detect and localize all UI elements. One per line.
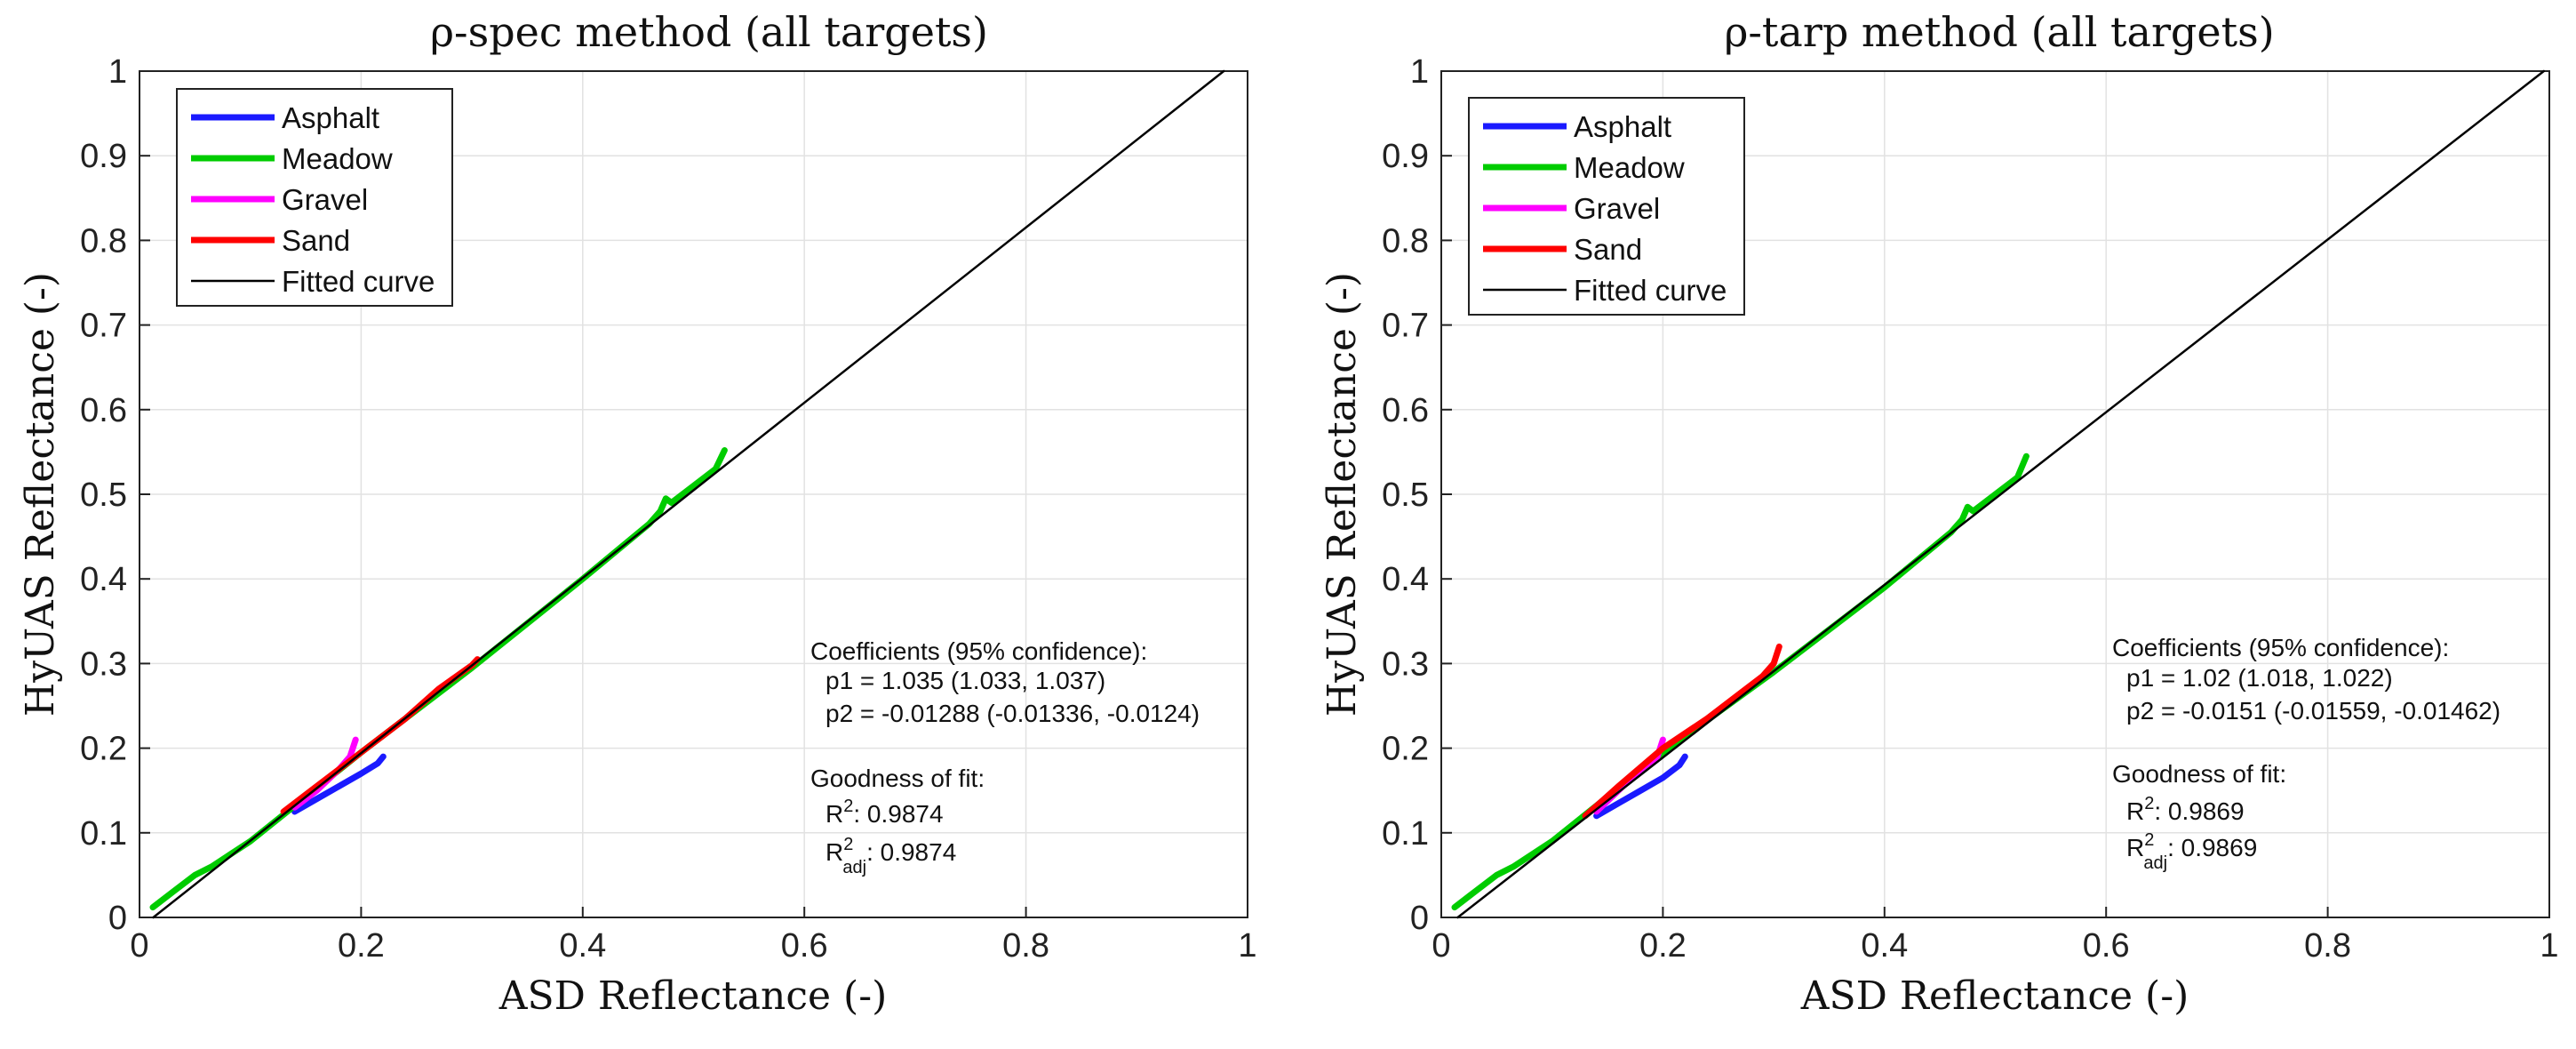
series-group <box>1451 69 2546 919</box>
r2adj-value: : 0.9869 <box>2167 834 2257 861</box>
x-tick-label: 0.2 <box>1639 927 1687 965</box>
r2-sup: 2 <box>843 797 853 816</box>
coefficient-p2: p2 = -0.0151 (-0.01559, -0.01462) <box>2126 697 2500 725</box>
x-tick-label: 0 <box>1432 927 1450 965</box>
x-tick-label: 1 <box>2540 927 2558 965</box>
r2-label: R <box>2126 797 2144 825</box>
y-tick-label: 0.5 <box>80 476 127 514</box>
chart-title: ρ-tarp method (all targets) <box>1724 8 2274 56</box>
r2adj-label: R <box>2126 834 2144 861</box>
x-tick-label: 0.6 <box>781 927 828 965</box>
chart-title: ρ-spec method (all targets) <box>430 8 988 56</box>
r-squared-adjusted: R2 adj: 0.9874 <box>825 835 956 877</box>
x-tick-label: 0.2 <box>338 927 385 965</box>
y-tick-labels: 0 0.1 0.2 0.3 0.4 0.5 0.6 0.7 0.8 0.9 1 <box>80 53 127 937</box>
y-tick-labels: 0 0.1 0.2 0.3 0.4 0.5 0.6 0.7 0.8 0.9 1 <box>1382 53 1429 937</box>
chart-panel-rho-tarp: ρ-tarp method (all targets) 0 0.2 0.4 0.6 0.… <box>1320 8 2559 1019</box>
r2adj-sub: adj <box>842 858 866 877</box>
fit-annotation: Coefficients (95% confidence): p1 = 1.03… <box>810 637 1200 877</box>
series-line-fitted-curve <box>152 69 1225 919</box>
r-squared-adjusted: R2 adj: 0.9869 <box>2126 830 2257 873</box>
plot-frame <box>139 70 1248 918</box>
r-squared: R2: 0.9874 <box>825 797 944 828</box>
legend-label: Asphalt <box>1574 110 1671 143</box>
x-tick-labels: 0 0.2 0.4 0.6 0.8 1 <box>130 927 1256 965</box>
r-squared: R2: 0.9869 <box>2126 794 2245 825</box>
r2-value: : 0.9869 <box>2154 797 2244 825</box>
y-tick-label: 0.8 <box>1382 222 1429 260</box>
r2-value: : 0.9874 <box>853 800 943 828</box>
chart-panel-rho-spec: ρ-spec method (all targets) 0 0.2 0.4 0.6 0.… <box>18 8 1257 1019</box>
series-line-meadow <box>1451 452 2030 911</box>
y-tick-label: 0 <box>1410 900 1429 937</box>
y-tick-label: 0.6 <box>1382 392 1429 429</box>
y-tick-label: 0.1 <box>80 815 127 853</box>
coefficient-p1: p1 = 1.02 (1.018, 1.022) <box>2126 664 2393 692</box>
x-tick-label: 1 <box>1238 927 1256 965</box>
x-tick-label: 0.8 <box>1002 927 1049 965</box>
r2adj-sup: 2 <box>2144 830 2154 850</box>
x-tick-label: 0.8 <box>2304 927 2351 965</box>
y-axis-label: HyUAS Reflectance (-) <box>1320 272 1365 717</box>
series-line-meadow <box>149 447 728 911</box>
r2adj-value: : 0.9874 <box>866 838 956 866</box>
series-line-asphalt <box>291 753 387 815</box>
legend-label: Fitted curve <box>282 265 435 298</box>
legend: Asphalt Meadow Gravel Sand Fitted curve <box>176 88 453 307</box>
r2adj-sub: adj <box>2143 853 2167 873</box>
r2adj-sup: 2 <box>843 835 853 854</box>
legend-label: Sand <box>1574 233 1642 266</box>
series-line-fitted-curve <box>1456 69 2546 919</box>
y-tick-label: 0 <box>108 900 127 937</box>
y-tick-label: 0.8 <box>80 222 127 260</box>
series-group <box>149 69 1225 919</box>
y-tick-label: 0.5 <box>1382 476 1429 514</box>
y-tick-label: 0.2 <box>80 731 127 768</box>
legend-label: Fitted curve <box>1574 274 1727 307</box>
legend-label: Gravel <box>1574 192 1660 225</box>
coefficients-header: Coefficients (95% confidence): <box>2112 634 2449 661</box>
y-tick-label: 0.7 <box>1382 308 1429 345</box>
legend-label: Asphalt <box>282 101 379 134</box>
y-tick-label: 0.2 <box>1382 731 1429 768</box>
y-tick-label: 1 <box>1410 53 1429 91</box>
x-tick-labels: 0 0.2 0.4 0.6 0.8 1 <box>1432 927 2558 965</box>
series-line-sand <box>1582 643 1782 820</box>
y-tick-label: 0.9 <box>1382 138 1429 175</box>
y-tick-label: 0.1 <box>1382 815 1429 853</box>
goodness-header: Goodness of fit: <box>810 765 985 792</box>
x-axis-label: ASD Reflectance (-) <box>1800 973 2189 1019</box>
coefficient-p1: p1 = 1.035 (1.033, 1.037) <box>825 667 1105 694</box>
x-tick-label: 0.4 <box>1861 927 1908 965</box>
legend-label: Gravel <box>282 183 368 216</box>
x-tick-label: 0.6 <box>2083 927 2130 965</box>
y-tick-label: 0.7 <box>80 308 127 345</box>
legend-label: Sand <box>282 224 350 257</box>
plot-frame <box>1440 70 2550 918</box>
series-line-sand <box>280 656 481 815</box>
y-tick-label: 1 <box>108 53 127 91</box>
x-tick-label: 0 <box>130 927 148 965</box>
r2adj-label: R <box>825 838 843 866</box>
y-tick-label: 0.9 <box>80 138 127 175</box>
legend-label: Meadow <box>1574 151 1685 184</box>
fit-annotation: Coefficients (95% confidence): p1 = 1.02… <box>2112 634 2500 873</box>
r2-label: R <box>825 800 843 828</box>
y-tick-label: 0.3 <box>1382 645 1429 683</box>
y-axis-label: HyUAS Reflectance (-) <box>18 272 63 717</box>
x-tick-label: 0.4 <box>559 927 606 965</box>
y-tick-label: 0.4 <box>80 561 127 598</box>
x-axis-label: ASD Reflectance (-) <box>498 973 888 1019</box>
goodness-header: Goodness of fit: <box>2112 760 2286 788</box>
coefficients-header: Coefficients (95% confidence): <box>810 637 1147 665</box>
coefficient-p2: p2 = -0.01288 (-0.01336, -0.0124) <box>825 700 1200 727</box>
r2-sup: 2 <box>2144 794 2154 813</box>
y-tick-label: 0.3 <box>80 645 127 683</box>
legend-label: Meadow <box>282 142 393 175</box>
y-tick-label: 0.6 <box>80 392 127 429</box>
series-line-asphalt <box>1593 753 1688 820</box>
legend: Asphalt Meadow Gravel Sand Fitted curve <box>1468 97 1745 316</box>
y-tick-label: 0.4 <box>1382 561 1429 598</box>
